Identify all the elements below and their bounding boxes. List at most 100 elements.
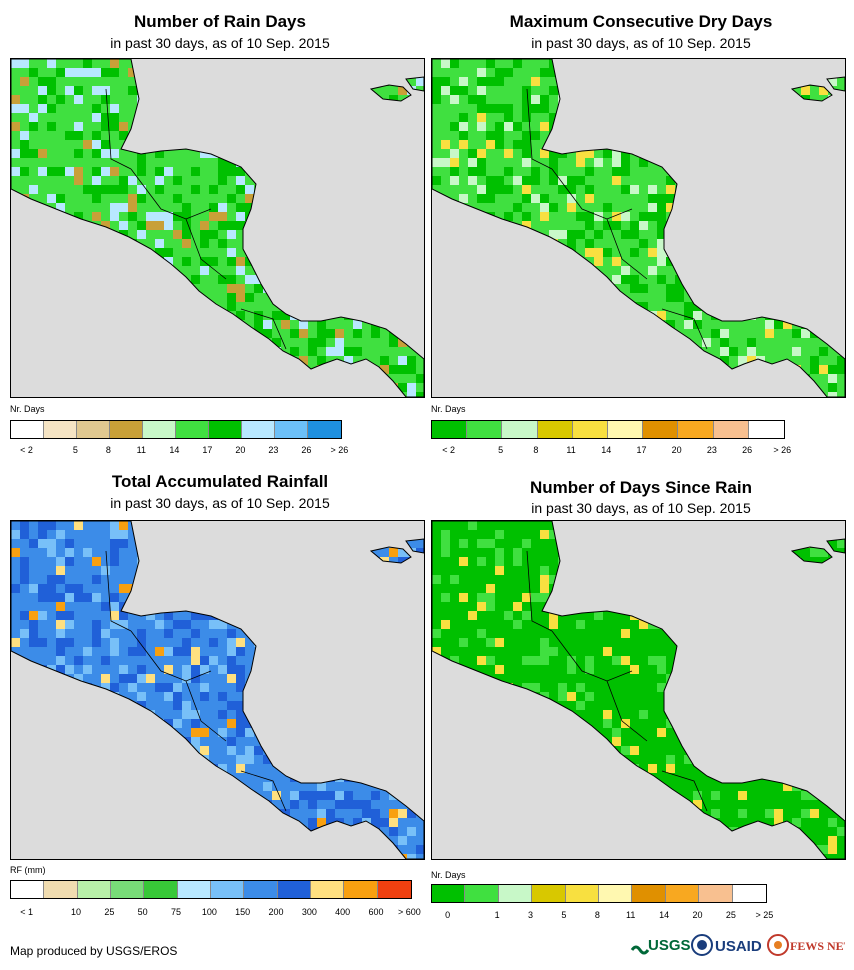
legend-swatch [643,421,679,438]
legend-swatch [44,881,78,898]
legend-ticks: 0 1 3 5 8 11 14 20 25 > 25 [431,910,773,922]
legend-swatch [532,885,566,902]
map-total-rainfall [10,520,425,860]
legend-tick-label: > 600 [397,907,421,917]
legend-swatch [244,881,278,898]
legend-swatch [678,421,714,438]
legend-bar [431,420,785,439]
usgs-logo: USGS [630,937,691,955]
legend-swatch [713,421,749,438]
legend-tick-label: 75 [170,907,182,917]
legend-tick-label: 0 [445,910,451,920]
legend-swatch [377,881,411,898]
legend-tick-label: 23 [706,445,717,455]
internal-border [661,308,708,350]
legend-label: Nr. Days [431,404,466,414]
country-border [432,59,845,397]
internal-border [105,88,132,170]
internal-border [185,218,227,280]
legend-tick-label: < 2 [20,445,33,455]
legend-tick-label: 300 [301,907,317,917]
legend-ticks: < 1 10 25 50 75 100 150 200 300 400 600 > 600 [10,907,420,919]
legend-tick-label: 11 [566,445,576,455]
internal-border [105,550,132,632]
legend-tick-label: 400 [335,907,351,917]
country-border [405,538,424,554]
legend-tick-label: 14 [601,445,612,455]
legend-tick-label: < 2 [442,445,455,455]
credit-text: Map produced by USGS/EROS [10,944,178,958]
legend-tick-label: 5 [72,445,78,455]
legend-tick-label: 11 [626,910,636,920]
legend-swatch [432,421,468,438]
legend-tick-label: 5 [561,910,567,920]
panel-subtitle: in past 30 days, as of 10 Sep. 2015 [531,500,751,516]
legend-tick-label: 600 [368,907,384,917]
legend-tick-label: 25 [725,910,736,920]
panel-subtitle: in past 30 days, as of 10 Sep. 2015 [110,495,330,511]
internal-border [526,550,553,632]
country-border [369,84,412,102]
legend-tick-label: 14 [169,445,180,455]
panel-subtitle: in past 30 days, as of 10 Sep. 2015 [531,35,751,51]
legend-tick-label: 20 [235,445,246,455]
legend-swatch [11,881,45,898]
panel-dry-days: Maximum Consecutive Dry Days in past 30 … [431,8,851,463]
legend-label: Nr. Days [431,870,466,880]
land-grid [11,59,424,397]
legend-swatch [143,421,176,438]
map-rain-days [10,58,425,398]
panel-rain-days: Number of Rain Days in past 30 days, as … [10,8,430,463]
internal-border [551,630,633,682]
legend-bar [10,420,342,439]
legend-swatch [277,881,311,898]
legend-tick-label: > 25 [755,910,774,920]
partner-logos: USGS USAID FEWS NET [630,934,845,956]
legend-label: Nr. Days [10,404,45,414]
legend-swatch [110,881,145,898]
legend-tick-label: 1 [494,910,500,920]
legend-swatch [144,881,178,898]
legend-swatch [344,881,378,898]
panel-subtitle: in past 30 days, as of 10 Sep. 2015 [110,35,330,51]
legend-swatch [275,421,308,438]
legend-tick-label: 150 [235,907,251,917]
legend-swatch [176,421,209,438]
legend-swatch [177,881,211,898]
land-grid [432,521,845,859]
legend-swatch [537,421,573,438]
legend-tick-label: 20 [671,445,682,455]
legend-tick-label: < 1 [20,907,34,917]
country-border [11,59,424,397]
panel-title: Number of Rain Days [134,12,306,31]
country-border [405,76,424,92]
legend-tick-label: 50 [137,907,148,917]
internal-border [551,168,633,220]
country-border [826,76,845,92]
legend-swatch [242,421,275,438]
legend-ticks: < 2 5 8 11 14 17 20 23 26 > 26 [10,445,348,457]
legend-swatch [77,421,110,438]
legend-swatch [498,885,533,902]
legend-tick-label: 8 [105,445,111,455]
panel-title: Number of Days Since Rain [529,478,752,497]
legend-tick-label: 25 [104,907,115,917]
internal-border [130,630,212,682]
legend-tick-label: 5 [498,445,504,455]
legend-swatch [110,421,143,438]
internal-border [130,168,212,220]
legend-tick-label: 17 [636,445,647,455]
panel-title: Total Accumulated Rainfall [111,472,329,491]
legend-swatch [632,885,666,902]
legend-tick-label: 26 [301,445,312,455]
fewsnet-logo-text: FEWS NET [790,939,845,953]
legend-tick-label: 20 [692,910,703,920]
internal-border [606,218,648,280]
country-border [11,521,424,859]
legend-tick-label: 17 [202,445,213,455]
legend-swatch [308,421,341,438]
usaid-logo: USAID [691,934,762,956]
map-dry-days [431,58,846,398]
usaid-logo-text: USAID [715,938,762,955]
legend-tick-label: 8 [533,445,539,455]
